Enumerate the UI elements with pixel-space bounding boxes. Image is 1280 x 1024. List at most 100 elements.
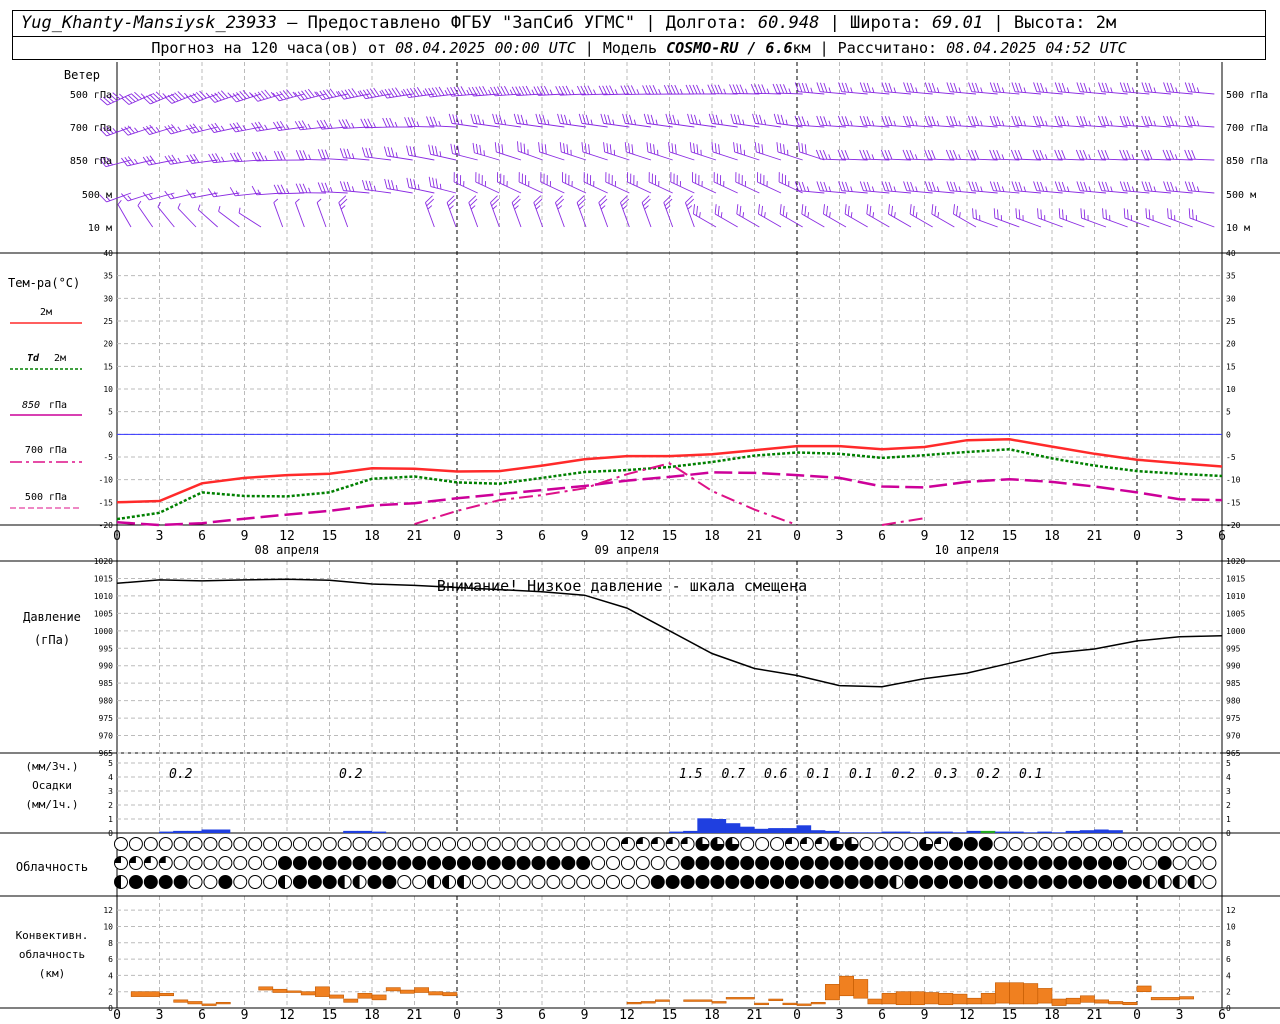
barb-feather bbox=[1170, 181, 1175, 192]
barb-feather bbox=[478, 86, 485, 96]
barb-half-feather bbox=[270, 91, 275, 97]
barb-feather bbox=[862, 149, 868, 160]
wind-barb bbox=[1184, 82, 1215, 95]
barb-half-feather bbox=[1175, 186, 1178, 192]
barb-feather bbox=[798, 181, 803, 192]
barb-half-feather bbox=[828, 154, 831, 160]
precip-bar bbox=[697, 818, 712, 833]
cloud-fill bbox=[934, 875, 948, 889]
barb-feather bbox=[1170, 209, 1172, 220]
pressure-tick-left: 1005 bbox=[94, 609, 113, 618]
barb-feather bbox=[782, 205, 785, 216]
wind-barb bbox=[794, 181, 825, 194]
barb-feather bbox=[413, 179, 417, 190]
x-tick-label-bottom: 9 bbox=[241, 1008, 249, 1023]
barb-feather bbox=[733, 142, 736, 153]
barb-half-feather bbox=[810, 87, 813, 94]
barb-feather bbox=[323, 119, 330, 129]
x-tick-label-bottom: 6 bbox=[198, 1008, 206, 1023]
latitude-value: 69.01 bbox=[931, 13, 984, 33]
precip-bar bbox=[810, 830, 826, 833]
barb-feather bbox=[155, 91, 164, 99]
barb-feather bbox=[576, 195, 585, 203]
barb-staff bbox=[1188, 190, 1215, 194]
barb-half-feather bbox=[593, 181, 595, 187]
barb-feather bbox=[1076, 115, 1081, 126]
barb-staff bbox=[107, 93, 132, 106]
precip-bar bbox=[966, 830, 982, 833]
cloud-fill bbox=[681, 875, 695, 889]
barb-half-feather bbox=[514, 205, 519, 210]
barb-staff bbox=[365, 93, 392, 100]
conv-bar bbox=[853, 979, 869, 999]
barb-feather bbox=[663, 195, 672, 203]
barb-feather bbox=[676, 175, 678, 185]
barb-feather bbox=[199, 90, 207, 99]
barb-half-feather bbox=[785, 212, 788, 218]
barb-feather bbox=[299, 150, 304, 160]
barb-staff bbox=[1145, 190, 1172, 194]
wind-barb bbox=[453, 172, 478, 194]
barb-half-feather bbox=[395, 184, 398, 191]
cloud-circle bbox=[1172, 837, 1187, 851]
wind-barb bbox=[823, 204, 847, 228]
barb-feather bbox=[220, 90, 229, 99]
barb-feather bbox=[783, 84, 788, 94]
barb-feather bbox=[404, 117, 409, 127]
barb-feather bbox=[560, 114, 565, 124]
barb-feather bbox=[1040, 209, 1042, 220]
barb-feather bbox=[477, 114, 481, 125]
cloud-circle bbox=[203, 875, 218, 889]
precip-bar bbox=[215, 829, 231, 833]
wind-barb bbox=[490, 195, 500, 228]
barb-half-feather bbox=[220, 125, 225, 131]
barb-feather bbox=[667, 84, 673, 95]
barb-half-feather bbox=[872, 212, 875, 218]
barb-feather bbox=[1144, 82, 1150, 93]
wind-barb bbox=[1162, 115, 1193, 128]
barb-feather bbox=[866, 204, 869, 215]
wind-barb bbox=[1188, 208, 1215, 228]
cloud-circle bbox=[233, 856, 248, 870]
barb-feather bbox=[674, 144, 677, 155]
cloud-circle bbox=[1023, 837, 1038, 851]
wind-barb bbox=[137, 200, 154, 228]
wind-barb bbox=[555, 195, 565, 228]
barb-feather bbox=[1058, 181, 1063, 192]
barb-half-feather bbox=[636, 89, 640, 95]
barb-staff bbox=[316, 202, 327, 228]
barb-half-feather bbox=[766, 181, 768, 187]
barb-half-feather bbox=[105, 196, 111, 201]
cloud-fill bbox=[546, 856, 560, 870]
barb-half-feather bbox=[257, 189, 261, 195]
cloud-circle bbox=[412, 837, 427, 851]
barb-feather bbox=[906, 149, 911, 160]
barb-staff bbox=[801, 213, 825, 228]
barb-staff bbox=[885, 91, 912, 95]
barb-half-feather bbox=[742, 119, 745, 125]
barb-feather bbox=[949, 82, 955, 93]
barb-staff bbox=[885, 190, 912, 194]
wind-barb bbox=[361, 147, 392, 161]
barb-feather bbox=[750, 84, 756, 94]
cloud-circle bbox=[188, 856, 203, 870]
x-tick-label: 15 bbox=[322, 529, 338, 544]
barb-half-feather bbox=[394, 121, 398, 128]
x-tick-label: 15 bbox=[1002, 529, 1018, 544]
barb-half-feather bbox=[1088, 120, 1091, 127]
precip-tick-left: 5 bbox=[108, 759, 113, 768]
barb-feather bbox=[992, 149, 998, 160]
barb-feather bbox=[452, 114, 456, 124]
barb-feather bbox=[276, 91, 283, 101]
wind-barb bbox=[294, 120, 327, 131]
wind-barb bbox=[1145, 208, 1172, 228]
barb-feather bbox=[363, 118, 369, 128]
barb-feather bbox=[1188, 208, 1191, 219]
barb-feather bbox=[164, 96, 173, 104]
barb-feather bbox=[844, 116, 850, 126]
conv-bar bbox=[1122, 1001, 1138, 1006]
conv-bar bbox=[1108, 1001, 1124, 1005]
conv-bar bbox=[924, 992, 939, 1005]
barb-feather bbox=[587, 85, 593, 95]
barb-feather bbox=[1191, 116, 1196, 126]
